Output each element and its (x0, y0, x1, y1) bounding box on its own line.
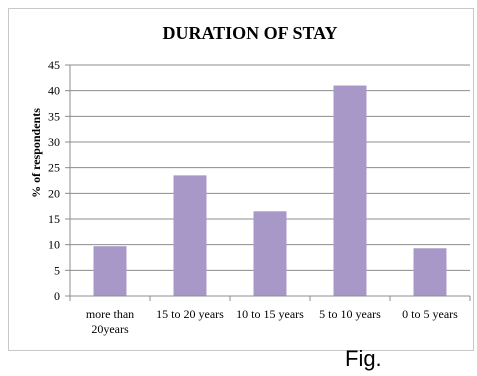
y-tick-label: 40 (48, 84, 60, 98)
y-tick-label: 0 (54, 289, 60, 303)
x-category-label: 5 to 10 years (319, 307, 381, 321)
bar (413, 248, 447, 296)
x-category-label: 15 to 20 years (156, 307, 224, 321)
gridlines (70, 64, 470, 271)
axes (65, 64, 471, 301)
y-tick-label: 35 (48, 109, 60, 123)
x-category-label: more than 20years (86, 307, 134, 336)
y-tick-label: 10 (48, 238, 60, 252)
bar (173, 175, 207, 296)
bar (253, 211, 287, 296)
x-category-label: 10 to 15 years (236, 307, 304, 321)
bar (333, 85, 367, 297)
y-tick-label: 45 (48, 58, 60, 72)
tick-labels: 0 5 10 15 20 25 30 35 40 45 more than 20years 15 to … (48, 58, 458, 336)
y-tick-label: 30 (48, 135, 60, 149)
figure-caption: Fig. (345, 346, 382, 371)
y-tick-label: 20 (48, 186, 60, 200)
y-tick-label: 15 (48, 212, 60, 226)
bar (93, 246, 127, 296)
y-axis-label: % of respondents (29, 108, 43, 198)
bars (93, 85, 447, 297)
y-tick-label: 25 (48, 161, 60, 175)
x-category-label: 0 to 5 years (402, 307, 458, 321)
y-tick-label: 5 (54, 263, 60, 277)
chart-title: DURATION OF STAY (162, 23, 337, 43)
